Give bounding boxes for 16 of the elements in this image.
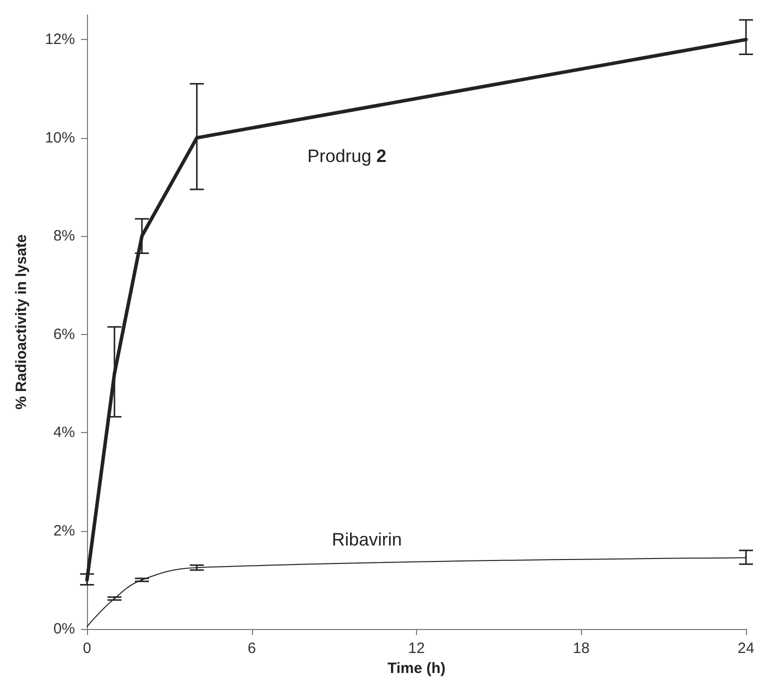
y-tick-label: 10% — [44, 129, 75, 146]
y-tick-label: 8% — [53, 228, 75, 245]
y-axis-title: % Radioactivity in lysate — [13, 234, 30, 410]
x-tick-label: 18 — [572, 640, 590, 657]
x-tick-label: 0 — [82, 640, 92, 657]
x-axis-title: Time (h) — [387, 660, 446, 677]
y-tick-label: 12% — [44, 31, 75, 48]
series-label: Ribavirin — [332, 530, 402, 550]
y-tick-label: 6% — [53, 326, 75, 343]
x-tick-label: 12 — [408, 640, 425, 657]
y-tick-label: 0% — [53, 620, 75, 638]
y-tick-label: 2% — [53, 522, 75, 540]
y-tick-label: 4% — [53, 424, 75, 442]
x-tick-label: 6 — [248, 640, 256, 657]
x-tick-label: 24 — [738, 640, 754, 657]
series-label: Prodrug 2 — [307, 146, 386, 166]
